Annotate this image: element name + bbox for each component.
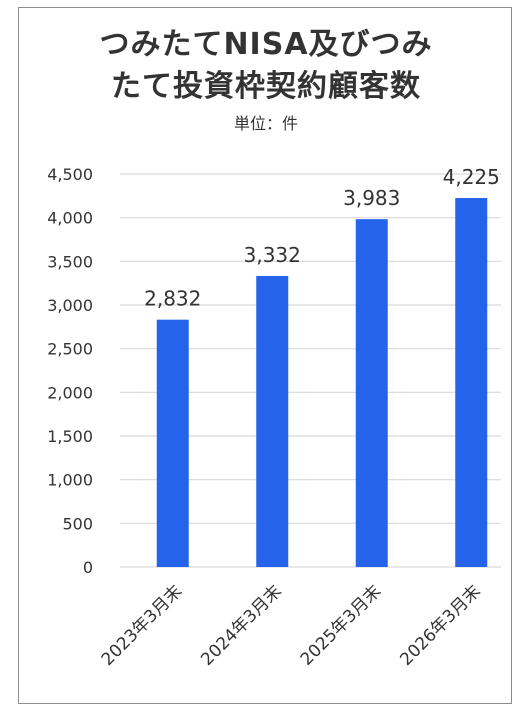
x-category-label: 2026年3月末	[396, 581, 484, 669]
bar	[256, 276, 289, 567]
x-axis-categories: 2023年3月末 2024年3月末 2025年3月末 2026年3月末	[98, 581, 485, 669]
data-labels: 2,832 3,332 3,983 4,225	[144, 165, 500, 311]
y-tick-label: 500	[62, 514, 93, 533]
data-label: 3,983	[343, 186, 400, 210]
bar	[156, 319, 189, 567]
data-label: 3,332	[244, 243, 301, 267]
y-tick-label: 1,000	[47, 471, 93, 490]
y-tick-label: 4,500	[47, 165, 93, 184]
y-tick-label: 4,000	[47, 209, 93, 228]
x-category-label: 2024年3月末	[197, 581, 285, 669]
y-tick-label: 3,000	[47, 296, 93, 315]
y-tick-label: 1,500	[47, 427, 93, 446]
chart-subtitle: 単位：件	[233, 114, 298, 133]
chart-title: つみたてNISA及びつみ たて投資枠契約顧客数	[19, 24, 513, 108]
x-category-label: 2025年3月末	[297, 581, 385, 669]
data-label: 4,225	[443, 165, 500, 189]
bar-chart: 0 500 1,000 1,500 2,000 2,500 3,000 3,500 4,000 4…	[47, 165, 501, 670]
bar	[455, 198, 488, 567]
y-tick-label: 3,500	[47, 252, 93, 271]
bar	[355, 219, 388, 567]
y-tick-label: 0	[83, 558, 93, 577]
y-tick-label: 2,500	[47, 340, 93, 359]
x-category-label: 2023年3月末	[98, 581, 186, 669]
chart-frame: つみたてNISA及びつみ たて投資枠契約顧客数 単位：件 0 500 1,000 1,…	[18, 7, 512, 704]
data-label: 2,832	[144, 287, 201, 311]
y-axis-ticks: 0 500 1,000 1,500 2,000 2,500 3,000 3,500 4,000 4…	[47, 165, 93, 577]
chart-title-line-2: たて投資枠契約顧客数	[111, 69, 421, 104]
chart-title-line-1: つみたてNISA及びつみ	[99, 27, 433, 62]
bars	[156, 198, 488, 567]
y-tick-label: 2,000	[47, 383, 93, 402]
